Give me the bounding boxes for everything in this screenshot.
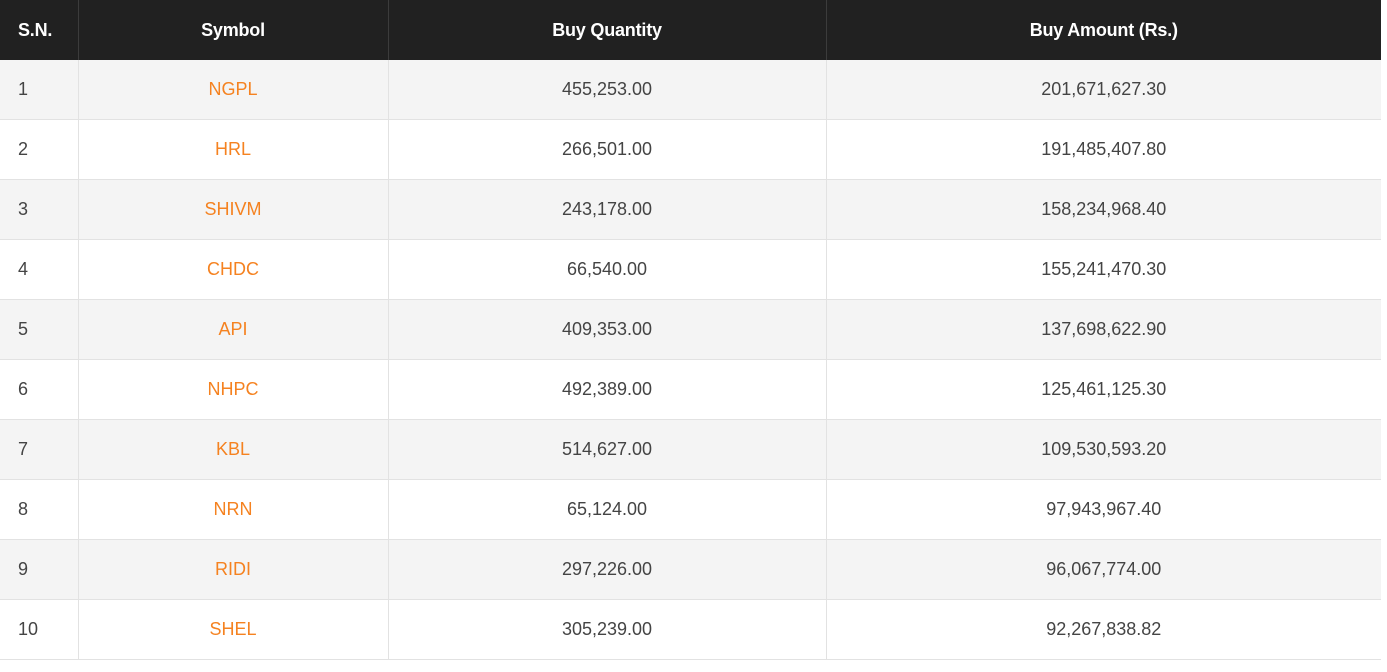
cell-buy-amount: 155,241,470.30: [826, 239, 1381, 300]
cell-buy-quantity: 492,389.00: [388, 359, 827, 420]
cell-sn: 3: [0, 179, 79, 240]
cell-buy-quantity: 514,627.00: [388, 419, 827, 480]
table-row: 3 SHIVM 243,178.00 158,234,968.40: [0, 179, 1381, 240]
table-header: S.N. Symbol Buy Quantity Buy Amount (Rs.…: [0, 0, 1381, 60]
cell-buy-amount: 158,234,968.40: [826, 179, 1381, 240]
symbol-link[interactable]: NHPC: [207, 379, 259, 399]
cell-buy-amount: 201,671,627.30: [826, 60, 1381, 120]
symbol-link[interactable]: NRN: [213, 499, 253, 519]
symbol-link[interactable]: CHDC: [207, 259, 259, 279]
cell-symbol: HRL: [78, 119, 389, 180]
cell-symbol: API: [78, 299, 389, 360]
cell-sn: 9: [0, 539, 79, 600]
header-sn: S.N.: [0, 0, 79, 60]
cell-sn: 4: [0, 239, 79, 300]
cell-buy-quantity: 305,239.00: [388, 599, 827, 660]
table-row: 6 NHPC 492,389.00 125,461,125.30: [0, 359, 1381, 420]
cell-symbol: NRN: [78, 479, 389, 540]
cell-buy-amount: 125,461,125.30: [826, 359, 1381, 420]
table-body: 1 NGPL 455,253.00 201,671,627.30 2 HRL 2…: [0, 60, 1381, 660]
symbol-link[interactable]: API: [218, 319, 248, 339]
cell-sn: 1: [0, 60, 79, 120]
table-row: 5 API 409,353.00 137,698,622.90: [0, 299, 1381, 360]
cell-sn: 8: [0, 479, 79, 540]
cell-symbol: KBL: [78, 419, 389, 480]
top-buyers-table: S.N. Symbol Buy Quantity Buy Amount (Rs.…: [0, 0, 1381, 660]
cell-buy-amount: 109,530,593.20: [826, 419, 1381, 480]
header-row: S.N. Symbol Buy Quantity Buy Amount (Rs.…: [0, 0, 1381, 60]
cell-buy-amount: 137,698,622.90: [826, 299, 1381, 360]
symbol-link[interactable]: HRL: [214, 139, 251, 159]
cell-symbol: RIDI: [78, 539, 389, 600]
cell-buy-quantity: 409,353.00: [388, 299, 827, 360]
cell-symbol: NGPL: [78, 60, 389, 120]
cell-symbol: CHDC: [78, 239, 389, 300]
table-row: 7 KBL 514,627.00 109,530,593.20: [0, 419, 1381, 480]
cell-buy-quantity: 455,253.00: [388, 60, 827, 120]
header-buy-amount: Buy Amount (Rs.): [826, 0, 1381, 60]
symbol-link[interactable]: SHIVM: [204, 199, 262, 219]
cell-buy-quantity: 297,226.00: [388, 539, 827, 600]
table-row: 1 NGPL 455,253.00 201,671,627.30: [0, 60, 1381, 120]
cell-sn: 6: [0, 359, 79, 420]
cell-sn: 5: [0, 299, 79, 360]
symbol-link[interactable]: KBL: [215, 439, 251, 459]
table-row: 10 SHEL 305,239.00 92,267,838.82: [0, 599, 1381, 660]
cell-sn: 2: [0, 119, 79, 180]
symbol-link[interactable]: SHEL: [209, 619, 257, 639]
header-buy-quantity: Buy Quantity: [388, 0, 827, 60]
cell-sn: 10: [0, 599, 79, 660]
cell-buy-amount: 97,943,967.40: [826, 479, 1381, 540]
table-row: 4 CHDC 66,540.00 155,241,470.30: [0, 239, 1381, 300]
cell-buy-amount: 92,267,838.82: [826, 599, 1381, 660]
symbol-link[interactable]: RIDI: [215, 559, 251, 579]
table-row: 8 NRN 65,124.00 97,943,967.40: [0, 479, 1381, 540]
cell-buy-quantity: 266,501.00: [388, 119, 827, 180]
header-symbol: Symbol: [78, 0, 389, 60]
cell-buy-quantity: 66,540.00: [388, 239, 827, 300]
cell-buy-quantity: 243,178.00: [388, 179, 827, 240]
table-row: 2 HRL 266,501.00 191,485,407.80: [0, 119, 1381, 180]
cell-buy-quantity: 65,124.00: [388, 479, 827, 540]
cell-symbol: NHPC: [78, 359, 389, 420]
cell-buy-amount: 96,067,774.00: [826, 539, 1381, 600]
cell-symbol: SHEL: [78, 599, 389, 660]
cell-buy-amount: 191,485,407.80: [826, 119, 1381, 180]
table-row: 9 RIDI 297,226.00 96,067,774.00: [0, 539, 1381, 600]
cell-sn: 7: [0, 419, 79, 480]
cell-symbol: SHIVM: [78, 179, 389, 240]
symbol-link[interactable]: NGPL: [208, 79, 258, 99]
